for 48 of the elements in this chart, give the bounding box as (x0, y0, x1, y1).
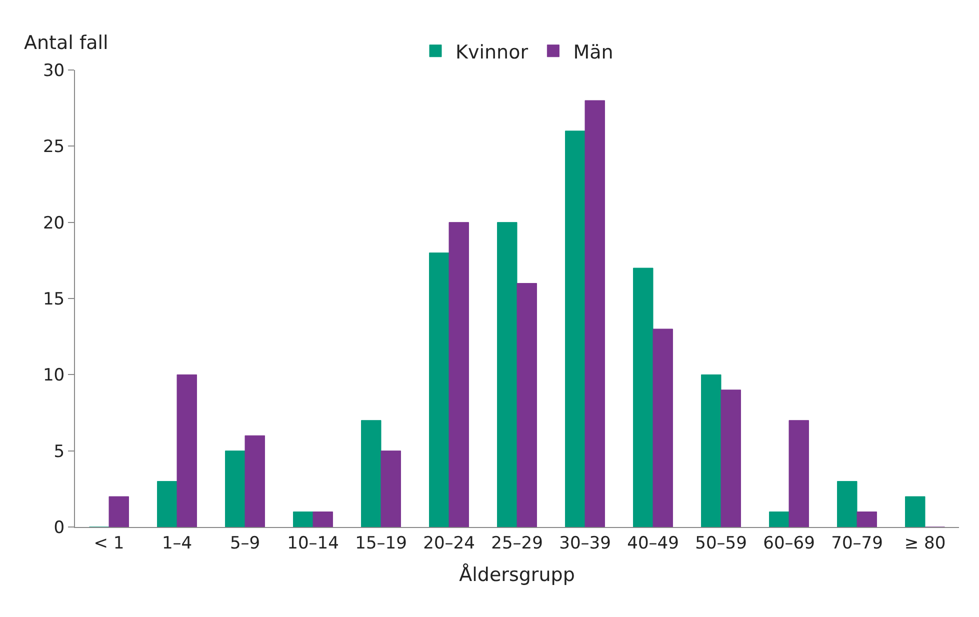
x-tick-label: 50–59 (695, 533, 747, 554)
x-tick-label: 40–49 (627, 533, 679, 554)
bar (652, 328, 673, 527)
bar (905, 496, 926, 527)
y-tick-label: 10 (42, 366, 65, 386)
bar (429, 252, 450, 527)
x-tick-label: 60–69 (763, 533, 815, 554)
bar (108, 496, 129, 527)
bar (176, 374, 197, 527)
bar (565, 130, 586, 527)
bar (788, 420, 809, 527)
bar (380, 450, 401, 527)
x-tick-label: 15–19 (355, 533, 407, 554)
y-tick-label: 0 (54, 518, 65, 538)
x-tick-label: 25–29 (491, 533, 543, 554)
x-tick-label: 5–9 (230, 533, 260, 554)
bar (837, 481, 858, 527)
bar (244, 435, 265, 527)
x-tick-label: 20–24 (423, 533, 475, 554)
bar (633, 268, 654, 527)
bar (701, 374, 722, 527)
bar (361, 420, 382, 527)
bar (516, 283, 537, 527)
bar (225, 450, 246, 527)
bar (293, 512, 314, 527)
bar (769, 512, 790, 527)
y-tick-label: 5 (54, 442, 65, 462)
x-tick-label: 70–79 (831, 533, 883, 554)
bar (312, 512, 333, 527)
legend-label: Män (573, 41, 614, 64)
x-tick-label: < 1 (94, 533, 124, 554)
bar (448, 222, 469, 527)
x-axis-title: Åldersgrupp (459, 563, 575, 586)
y-tick-label: 30 (42, 60, 65, 81)
y-tick-label: 20 (42, 213, 65, 234)
x-tick-label: 10–14 (287, 533, 339, 554)
x-tick-label: 30–39 (559, 533, 611, 554)
bar (584, 100, 605, 527)
bar (856, 512, 877, 527)
x-tick-label: 1–4 (162, 533, 192, 554)
bar (497, 222, 518, 527)
bar (157, 481, 178, 527)
legend-label: Kvinnor (456, 41, 528, 64)
bar (720, 390, 741, 527)
y-tick-label: 15 (42, 289, 65, 310)
y-axis-title: Antal fall (24, 32, 108, 54)
x-tick-label: ≥ 80 (904, 533, 946, 554)
y-tick-label: 25 (42, 137, 65, 158)
